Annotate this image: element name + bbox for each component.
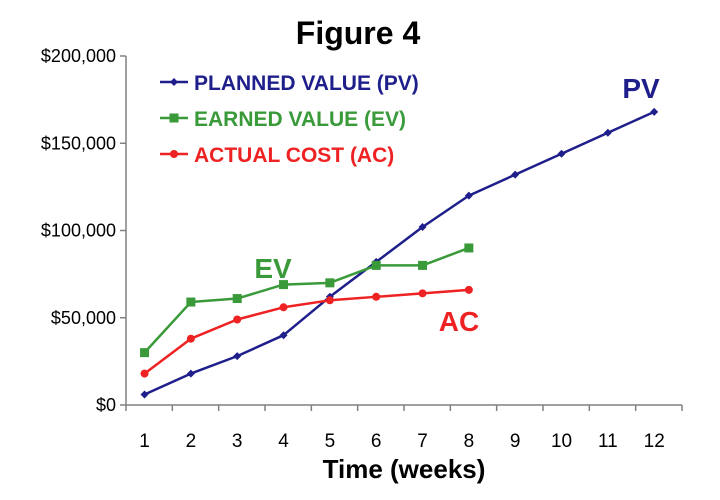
x-tick-label: 10 xyxy=(551,431,572,452)
x-tick-label: 7 xyxy=(417,431,428,452)
ac-point xyxy=(279,303,288,312)
y-tick-label: $50,000 xyxy=(51,308,116,328)
x-tick-label: 12 xyxy=(644,431,665,452)
x-axis-label: Time (weeks) xyxy=(323,454,486,484)
legend-pv-label: PLANNED VALUE (PV) xyxy=(194,72,419,95)
pv-point xyxy=(603,128,612,137)
pv-point xyxy=(557,149,566,158)
y-tick-label: $0 xyxy=(96,395,116,415)
legend: PLANNED VALUE (PV) EARNED VALUE (EV) ACTUA… xyxy=(160,72,419,167)
ac-point xyxy=(418,289,427,298)
pv-point xyxy=(464,191,473,200)
x-tick-label: 1 xyxy=(139,431,150,452)
legend-ev-label: EARNED VALUE (EV) xyxy=(194,108,406,131)
x-tick-label: 3 xyxy=(232,431,243,452)
legend-pv-marker xyxy=(170,78,178,86)
x-tick-label: 5 xyxy=(325,431,336,452)
ev-point xyxy=(186,297,196,307)
pv-point xyxy=(233,352,242,361)
series-layer xyxy=(140,107,659,399)
y-tick-label: $100,000 xyxy=(41,221,116,241)
x-tick-label: 9 xyxy=(510,431,521,452)
ev-point xyxy=(325,278,335,288)
x-tick-label: 6 xyxy=(371,431,382,452)
pv-point xyxy=(279,331,288,340)
ac-point xyxy=(372,292,381,301)
ev-point xyxy=(279,280,289,290)
ev-line xyxy=(143,246,470,354)
ev-annotation: EV xyxy=(254,253,292,284)
ev-point xyxy=(232,294,242,304)
legend-ac-marker xyxy=(170,150,178,158)
ac-point xyxy=(140,369,149,378)
x-tick-label: 4 xyxy=(278,431,289,452)
ac-point xyxy=(233,315,242,324)
pv-point xyxy=(650,107,659,116)
ev-point xyxy=(140,348,150,358)
ac-annotation: AC xyxy=(439,306,479,337)
ev-point xyxy=(418,260,428,270)
pv-annotation: PV xyxy=(622,73,660,104)
x-tick-label: 2 xyxy=(186,431,197,452)
ac-point xyxy=(325,296,334,305)
ac-line xyxy=(143,288,469,375)
ev-point xyxy=(371,260,381,270)
pv-point xyxy=(186,369,195,378)
series-ev xyxy=(140,243,474,358)
annotations: PV EV AC xyxy=(254,73,660,337)
pv-line xyxy=(144,110,655,396)
x-tick-label: 8 xyxy=(464,431,475,452)
ev-point xyxy=(464,243,474,253)
y-tick-label: $150,000 xyxy=(41,133,116,153)
series-ac xyxy=(140,285,473,378)
legend-ac-label: ACTUAL COST (AC) xyxy=(194,144,394,167)
legend-ev-marker xyxy=(169,113,179,123)
x-tick-label: 11 xyxy=(598,431,618,452)
chart-title: Figure 4 xyxy=(296,15,421,51)
pv-point xyxy=(140,390,149,399)
y-tick-label: $200,000 xyxy=(41,46,116,66)
pv-point xyxy=(418,223,427,232)
ac-point xyxy=(186,334,195,343)
ac-point xyxy=(464,285,473,294)
pv-point xyxy=(511,170,520,179)
